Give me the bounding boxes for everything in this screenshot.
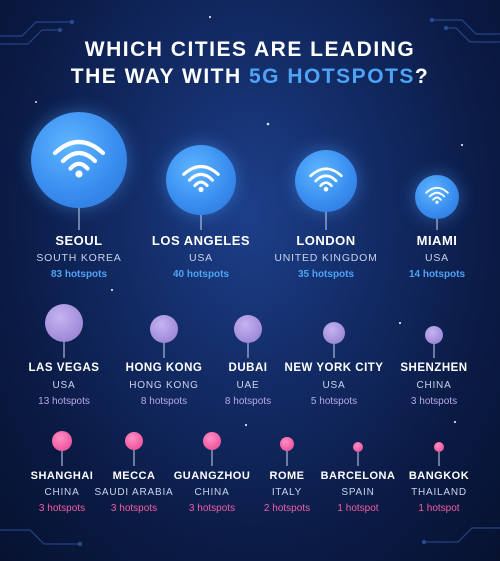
hotspot-count: 8 hotspots (224, 395, 272, 407)
title-line-2: THE WAY WITH 5G HOTSPOTS? (0, 63, 500, 90)
city-country: SPAIN (341, 487, 375, 498)
hotspot-bubble (353, 442, 363, 452)
hotspot-bubble (234, 315, 262, 343)
city-name: LOS ANGELES (151, 233, 251, 248)
hotspot-bubble (45, 304, 83, 342)
wifi-icon (425, 186, 449, 204)
title-suffix: ? (414, 65, 430, 88)
city-name: LAS VEGAS (28, 362, 100, 374)
city-name: SHENZHEN (400, 362, 468, 374)
connector-line (163, 343, 165, 358)
city-country: USA (425, 252, 449, 264)
city-country: USA (189, 252, 213, 264)
connector-line (78, 208, 80, 230)
connector-line (211, 450, 213, 466)
title-line-1: WHICH CITIES ARE LEADING (84, 38, 416, 61)
wifi-icon (52, 139, 106, 178)
city-name: BARCELONA (320, 470, 396, 482)
connector-line (247, 343, 249, 358)
city-country: USA (322, 379, 346, 391)
city-country: UNITED KINGDOM (274, 252, 378, 264)
city-name: GUANGZHOU (173, 470, 251, 482)
connector-line (63, 342, 65, 358)
city-country: THAILAND (411, 487, 467, 498)
city-country: USA (52, 379, 76, 391)
city-country: SOUTH KOREA (36, 252, 122, 264)
hotspot-count: 3 hotspots (410, 395, 458, 407)
city-country: CHINA (44, 487, 80, 498)
hotspot-count: 1 hotspot (337, 503, 379, 514)
hotspot-bubble (203, 432, 221, 450)
hotspot-count: 3 hotspots (110, 503, 158, 514)
hotspot-count: 40 hotspots (172, 268, 230, 280)
connector-line (325, 212, 327, 230)
city-name: MIAMI (416, 233, 458, 248)
city-country: CHINA (194, 487, 230, 498)
hotspot-count: 14 hotspots (408, 268, 466, 280)
connector-line (61, 451, 63, 466)
infographic-title: WHICH CITIES ARE LEADING THE WAY WITH 5G… (0, 36, 500, 90)
city-country: CHINA (416, 379, 452, 391)
city-name: LONDON (296, 233, 356, 248)
connector-line (357, 452, 359, 466)
connector-line (333, 344, 335, 358)
hotspot-bubble (280, 437, 294, 451)
city-name: SHANGHAI (30, 470, 94, 482)
wifi-icon (309, 167, 343, 192)
connector-line (200, 215, 202, 230)
city-country: SAUDI ARABIA (94, 487, 174, 498)
hotspot-count: 5 hotspots (310, 395, 358, 407)
hotspot-count: 83 hotspots (50, 268, 108, 280)
connector-line (286, 451, 288, 466)
hotspot-count: 3 hotspots (188, 503, 236, 514)
hotspot-bubble (434, 442, 444, 452)
city-country: HONG KONG (129, 379, 199, 391)
hotspot-count: 2 hotspots (263, 503, 311, 514)
hotspot-count: 1 hotspot (418, 503, 460, 514)
hotspot-bubble (125, 432, 143, 450)
hotspot-bubble (52, 431, 72, 451)
hotspot-bubble (150, 315, 178, 343)
hotspot-bubble (425, 326, 443, 344)
title-prefix: THE WAY WITH (70, 65, 242, 88)
connector-line (433, 344, 435, 358)
hotspot-bubble (31, 112, 127, 208)
city-name: SEOUL (55, 233, 103, 248)
city-name: BANGKOK (408, 470, 470, 482)
city-name: HONG KONG (125, 362, 203, 374)
hotspot-count: 35 hotspots (297, 268, 355, 280)
city-name: MECCA (112, 470, 156, 482)
hotspot-bubble (166, 145, 236, 215)
connector-line (438, 452, 440, 466)
connector-line (436, 219, 438, 230)
wifi-icon (182, 164, 220, 193)
city-name: DUBAI (228, 362, 268, 374)
hotspot-count: 3 hotspots (38, 503, 86, 514)
city-name: NEW YORK CITY (284, 362, 384, 374)
hotspot-bubble (295, 150, 357, 212)
hotspot-bubble (323, 322, 345, 344)
hotspot-count: 13 hotspots (38, 395, 90, 407)
hotspot-count: 8 hotspots (140, 395, 188, 407)
title-accent: 5G HOTSPOTS (249, 65, 415, 88)
city-country: ITALY (271, 487, 303, 498)
city-name: ROME (269, 470, 305, 482)
city-country: UAE (236, 379, 260, 391)
connector-line (133, 450, 135, 466)
